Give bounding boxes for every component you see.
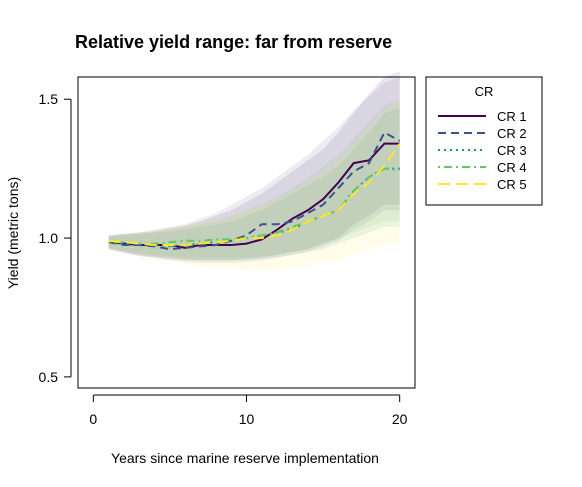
confidence-bands bbox=[108, 71, 400, 270]
series-line-cr-4 bbox=[108, 167, 400, 245]
x-tick-label-10: 10 bbox=[239, 411, 255, 427]
series-line-cr-2 bbox=[108, 131, 401, 251]
band-cr-5 bbox=[108, 99, 400, 270]
y-tick-label-1.5: 1.5 bbox=[39, 91, 59, 107]
x-axis: 0 10 20 bbox=[89, 394, 408, 427]
y-axis: 0.5 1.0 1.5 bbox=[39, 91, 72, 385]
band-cr-3 bbox=[108, 107, 400, 261]
legend: CR CR 1 CR 2 CR 3 CR 4 CR 5 bbox=[425, 76, 543, 206]
x-axis-label: Years since marine reserve implementatio… bbox=[111, 450, 379, 466]
x-tick-label-20: 20 bbox=[392, 411, 408, 427]
series-line-cr-3 bbox=[108, 167, 400, 248]
chart-title: Relative yield range: far from reserve bbox=[75, 32, 392, 52]
y-tick-label-1.0: 1.0 bbox=[39, 230, 59, 246]
band-cr-1 bbox=[108, 71, 400, 261]
legend-title: CR bbox=[475, 84, 494, 99]
band-cr-2 bbox=[108, 77, 400, 263]
legend-label-cr-2: CR 2 bbox=[497, 126, 527, 141]
legend-label-cr-3: CR 3 bbox=[497, 143, 527, 158]
y-axis-label: Yield (metric tons) bbox=[5, 177, 21, 289]
legend-label-cr-4: CR 4 bbox=[497, 160, 527, 175]
legend-label-cr-1: CR 1 bbox=[497, 109, 527, 124]
y-tick-label-0.5: 0.5 bbox=[39, 369, 59, 385]
x-tick-label-0: 0 bbox=[89, 411, 97, 427]
legend-label-cr-5: CR 5 bbox=[497, 177, 527, 192]
plot-frame bbox=[77, 76, 416, 389]
series-line-cr-5 bbox=[108, 143, 401, 246]
band-cr-4 bbox=[108, 99, 400, 258]
legend-items: CR 1 CR 2 CR 3 CR 4 CR 5 bbox=[438, 109, 527, 192]
series-lines bbox=[108, 131, 401, 251]
